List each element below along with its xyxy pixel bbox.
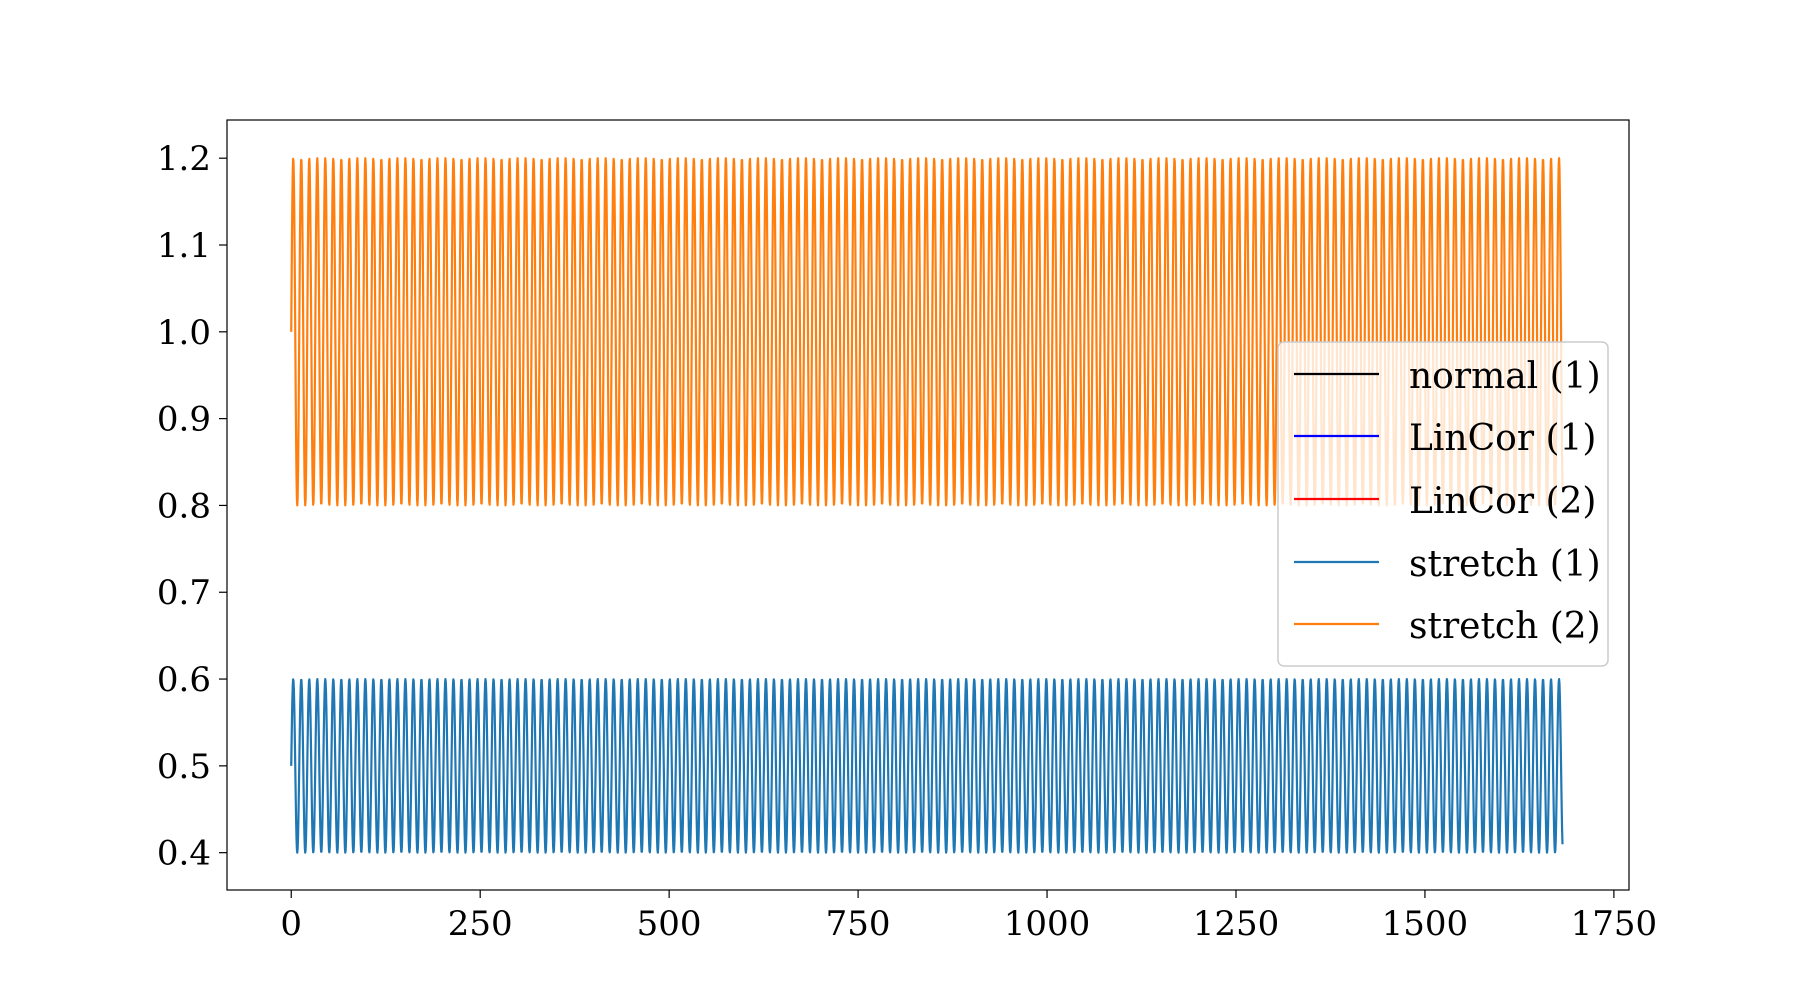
y-tick-label: 1.2 [157,139,211,179]
legend-label: stretch (2) [1409,606,1601,647]
x-tick-label: 1250 [1193,904,1280,944]
y-tick-label: 0.6 [157,660,211,700]
legend-box [1277,341,1609,667]
legend-entry-stretch-1: stretch (1) [1294,544,1601,585]
x-axis: 0 250 500 750 1000 1250 1500 1750 [280,890,1657,944]
legend-entry-lincor-2: LinCor (2) [1294,481,1596,522]
x-tick-label: 500 [637,904,702,944]
y-tick-label: 0.7 [157,573,211,613]
legend: normal (1) LinCor (1) LinCor (2) stretch… [1277,341,1609,667]
series-line-stretch-2 [290,157,1564,507]
y-tick-label: 0.9 [157,400,211,440]
legend-entry-stretch-2: stretch (2) [1294,606,1601,647]
x-tick-label: 1500 [1382,904,1469,944]
y-tick-label: 1.0 [157,313,211,353]
y-tick-label: 0.8 [157,486,211,526]
legend-label: LinCor (2) [1409,481,1596,522]
legend-entry-normal-1: normal (1) [1294,356,1601,397]
x-tick-label: 0 [280,904,302,944]
y-tick-label: 1.1 [157,226,211,266]
x-tick-label: 1000 [1004,904,1091,944]
y-axis: 0.4 0.5 0.6 0.7 0.8 0.9 1.0 1.1 1.2 [157,139,227,874]
x-tick-label: 250 [448,904,513,944]
legend-label: LinCor (1) [1409,418,1596,459]
series-line-stretch-1 [290,677,1564,854]
x-tick-label: 750 [826,904,891,944]
x-tick-label: 1750 [1571,904,1658,944]
series-layer [290,157,1564,854]
legend-label: normal (1) [1409,356,1601,397]
y-tick-label: 0.4 [157,834,211,874]
legend-label: stretch (1) [1409,544,1601,585]
y-tick-label: 0.5 [157,747,211,787]
legend-entry-lincor-1: LinCor (1) [1294,418,1596,459]
